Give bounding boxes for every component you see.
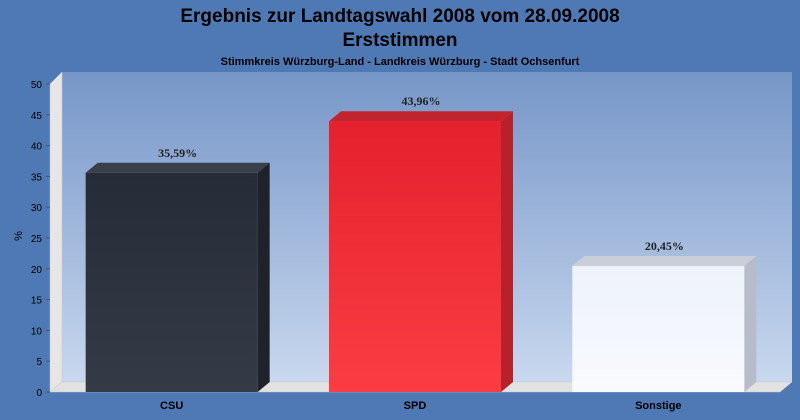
bar-group-sonstige: 20,45% Sonstige	[572, 239, 757, 412]
bar-top-spd	[328, 111, 513, 122]
y-tick-label-10: 50	[31, 80, 43, 91]
bars-layer: 35,59% CSU 43,96% SPD 20,45% Sonstige	[85, 94, 757, 412]
y-tick-label-4: 20	[31, 265, 43, 276]
chart-subtitle: Stimmkreis Würzburg-Land - Landkreis Wür…	[221, 56, 580, 68]
chart-title: Ergebnis zur Landtagswahl 2008 vom 28.09…	[180, 6, 619, 27]
bar-top-csu	[85, 162, 270, 173]
x-tick-label-sonstige: Sonstige	[635, 400, 681, 412]
data-label-sonstige: 20,45%	[645, 239, 684, 253]
data-label-csu: 35,59%	[158, 146, 197, 160]
y-axis-label: %	[13, 231, 25, 241]
y-tick-label-1: 5	[36, 357, 42, 368]
x-tick-label-spd: SPD	[404, 400, 427, 412]
bar-group-spd: 43,96% SPD	[328, 94, 513, 412]
plot-left-wall	[49, 71, 63, 393]
bar-spd	[328, 121, 501, 393]
bar-side-sonstige	[744, 256, 757, 392]
bar-sonstige	[572, 266, 745, 392]
x-tick-label-csu: CSU	[160, 400, 183, 412]
y-tick-label-6: 30	[31, 203, 43, 214]
y-tick-label-0: 0	[36, 388, 42, 399]
y-tick-label-2: 10	[31, 326, 43, 337]
y-tick-label-7: 35	[31, 172, 43, 183]
bar-side-spd	[500, 111, 513, 393]
bar-csu	[85, 172, 258, 392]
y-tick-label-3: 15	[31, 296, 43, 307]
y-tick-label-8: 40	[31, 142, 43, 153]
bar-side-csu	[257, 162, 270, 392]
chart-title-2: Erststimmen	[342, 30, 457, 51]
bar-top-sonstige	[572, 256, 757, 267]
y-tick-label-5: 25	[31, 234, 43, 245]
y-axis-ticks: 0 5 10 15 20 25 30 35 40 45 50	[31, 80, 50, 399]
y-tick-label-9: 45	[31, 111, 43, 122]
bar-group-csu: 35,59% CSU	[85, 146, 270, 412]
data-label-spd: 43,96%	[401, 94, 440, 108]
